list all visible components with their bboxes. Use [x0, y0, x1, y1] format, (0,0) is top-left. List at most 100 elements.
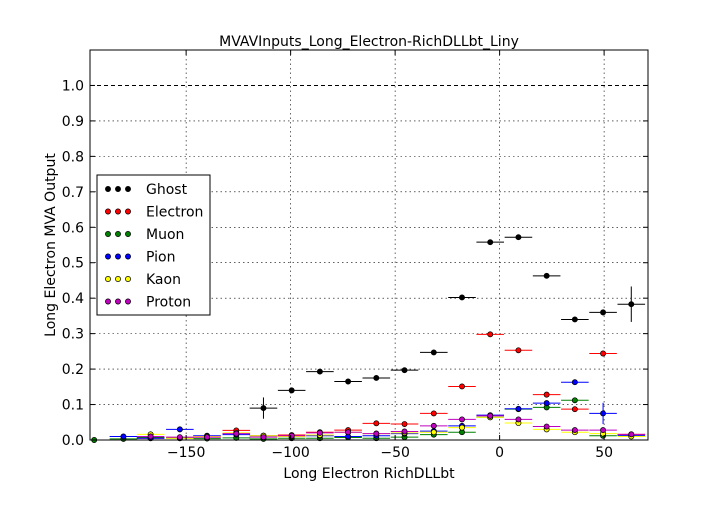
- data-point: [176, 426, 183, 433]
- legend-marker: [105, 231, 111, 237]
- data-point: [316, 368, 323, 375]
- grid: [90, 50, 648, 440]
- data-point: [260, 434, 267, 441]
- legend-entry-kaon: Kaon: [105, 272, 181, 288]
- series-ghost: [249, 234, 646, 419]
- data-point: [487, 412, 494, 419]
- data-point: [401, 421, 408, 427]
- data-point: [373, 420, 380, 427]
- legend-marker: [115, 298, 121, 305]
- legend-marker: [125, 253, 131, 260]
- data-point: [628, 431, 635, 438]
- legend-marker: [105, 298, 111, 305]
- data-point: [430, 349, 437, 356]
- legend-marker: [115, 276, 121, 282]
- y-tick-label: 0.6: [62, 220, 84, 236]
- y-tick-label: 0.0: [62, 433, 84, 449]
- x-tick-label: 0: [495, 445, 504, 461]
- legend-label: Ghost: [146, 182, 188, 198]
- data-point: [487, 239, 494, 246]
- legend-marker: [105, 186, 111, 192]
- legend-entry-muon: Muon: [105, 227, 184, 243]
- legend-label: Electron: [146, 205, 203, 221]
- data-point: [628, 301, 635, 308]
- legend-marker: [105, 253, 111, 260]
- legend-entry-proton: Proton: [105, 295, 191, 311]
- legend-marker: [105, 276, 111, 282]
- x-tick-label: 50: [595, 445, 613, 461]
- data-point: [571, 397, 578, 404]
- y-tick-label: 0.7: [62, 185, 84, 201]
- data-point: [288, 432, 295, 439]
- data-point: [430, 422, 437, 429]
- legend-marker: [125, 276, 131, 282]
- data-point: [459, 383, 465, 390]
- data-point: [260, 405, 267, 412]
- y-tick-label: 0.2: [62, 362, 84, 378]
- data-point: [345, 429, 352, 436]
- legend-entry-electron: Electron: [105, 205, 203, 221]
- legend-marker: [115, 231, 121, 237]
- chart-title: MVAVInputs_Long_Electron-RichDLLbt_Liny: [219, 34, 519, 50]
- y-tick-label: 0.1: [62, 398, 84, 414]
- legend-marker: [105, 208, 111, 215]
- legend-marker: [115, 208, 121, 215]
- data-point: [459, 294, 465, 301]
- y-tick-label: 0.5: [62, 256, 84, 272]
- data-point: [571, 406, 578, 413]
- data-point: [373, 375, 380, 381]
- legend-label: Proton: [146, 295, 191, 311]
- data-point: [600, 309, 607, 316]
- axes-frame: [89, 49, 649, 441]
- data-point: [600, 410, 607, 417]
- data-point: [543, 391, 550, 398]
- legend-marker: [125, 186, 131, 192]
- legend-marker: [125, 298, 131, 305]
- legend-label: Muon: [146, 227, 184, 243]
- data-point: [147, 433, 154, 440]
- data-point: [515, 234, 522, 241]
- data-point: [401, 367, 408, 374]
- data-point: [373, 430, 380, 437]
- data-point: [204, 434, 210, 441]
- y-tick-label: 0.3: [62, 327, 84, 343]
- legend-label: Pion: [146, 250, 175, 266]
- y-tick-label: 0.8: [62, 149, 84, 165]
- data-point: [459, 424, 465, 431]
- data-point: [543, 423, 550, 430]
- data-point: [487, 331, 494, 338]
- data-point: [543, 272, 550, 279]
- data-point: [430, 410, 437, 417]
- ticks: −150 −100 −50 0 50 0.0 0.1 0.2 0.3 0.4 0.5 0.6 0.7 0.…: [62, 50, 648, 461]
- legend-marker: [115, 186, 121, 192]
- data-point: [571, 427, 578, 434]
- data-point: [571, 379, 578, 386]
- series-electron: [136, 331, 646, 442]
- data-point: [571, 316, 578, 323]
- x-tick-label: −100: [271, 445, 309, 461]
- data-point: [515, 405, 522, 412]
- legend-marker: [125, 231, 131, 237]
- data-point: [345, 378, 352, 385]
- data-point: [316, 429, 323, 436]
- x-tick-label: −50: [380, 445, 410, 461]
- x-tick-label: −150: [167, 445, 205, 461]
- data-point: [401, 428, 408, 435]
- data-point: [288, 387, 295, 394]
- legend-label: Kaon: [146, 272, 181, 288]
- data-point: [515, 347, 522, 354]
- x-axis-label: Long Electron RichDLLbt: [283, 466, 455, 482]
- data-point: [543, 400, 550, 407]
- data-point: [176, 434, 183, 441]
- data-point: [600, 350, 607, 357]
- legend-entry-pion: Pion: [105, 250, 175, 266]
- data-point: [120, 433, 127, 440]
- data-point: [233, 430, 240, 437]
- data-point: [459, 416, 465, 423]
- data-point: [515, 416, 522, 423]
- legend-box: [96, 174, 211, 316]
- legend: Ghost Electron Muon Pion Kaon Proton: [96, 174, 211, 316]
- data-point: [430, 429, 437, 436]
